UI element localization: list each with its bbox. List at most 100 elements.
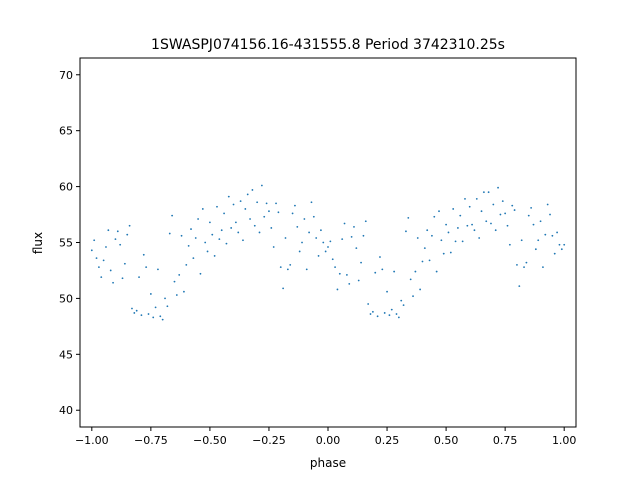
data-point (563, 243, 566, 246)
data-point (461, 240, 464, 243)
data-point (223, 212, 225, 215)
data-point (475, 197, 478, 200)
data-point (423, 247, 426, 249)
data-point (431, 234, 433, 237)
x-tick-label: 0.50 (434, 434, 459, 447)
data-point (128, 224, 131, 227)
data-point (310, 201, 313, 204)
data-point (468, 205, 471, 208)
data-point (492, 203, 495, 206)
data-point (164, 297, 166, 300)
data-point (379, 256, 381, 258)
data-point (268, 210, 270, 213)
data-point (260, 184, 263, 187)
data-point (107, 229, 110, 232)
data-point (542, 266, 544, 268)
data-point (473, 229, 476, 232)
x-axis-ticks: −1.00 −0.75 −0.50 −0.25 0.00 0.25 0.50 0.75 1.00 (75, 427, 576, 447)
data-point (322, 241, 325, 244)
data-point (230, 227, 233, 229)
data-point (405, 230, 407, 233)
data-point (277, 211, 280, 214)
data-point (353, 225, 355, 228)
data-point (520, 239, 523, 242)
data-point (376, 315, 379, 318)
data-point (270, 227, 273, 229)
data-points (90, 184, 566, 321)
data-point (279, 266, 282, 268)
data-point (263, 215, 266, 218)
data-point (487, 191, 490, 194)
data-point (199, 272, 202, 275)
data-point (157, 268, 159, 271)
data-point (508, 243, 511, 246)
data-point (312, 215, 315, 218)
x-tick-label: 1.00 (552, 434, 577, 447)
data-point (485, 220, 488, 223)
data-point (390, 308, 393, 311)
y-tick-label: 70 (59, 69, 73, 82)
y-tick-label: 65 (59, 125, 73, 138)
data-point (275, 202, 277, 205)
data-point (112, 281, 114, 284)
data-point (412, 295, 414, 298)
data-point (303, 218, 306, 220)
data-point (334, 266, 336, 268)
data-point (232, 203, 235, 206)
data-point (190, 228, 192, 230)
data-point (119, 243, 122, 246)
x-tick-label: 0.25 (375, 434, 400, 447)
data-point (98, 266, 100, 268)
data-point (395, 313, 398, 315)
data-point (367, 303, 370, 305)
data-point (393, 270, 396, 273)
data-point (116, 230, 119, 233)
x-tick-label: 0.00 (316, 434, 341, 447)
data-point (343, 222, 346, 225)
data-point (294, 204, 296, 207)
x-tick-label: −0.75 (134, 434, 168, 447)
data-point (466, 224, 469, 227)
data-point (357, 279, 360, 282)
data-point (480, 210, 483, 213)
data-point (168, 232, 171, 235)
data-point (194, 237, 197, 239)
data-point (346, 274, 348, 276)
data-point (204, 241, 207, 244)
data-point (435, 270, 438, 273)
data-point (211, 233, 214, 236)
data-point (369, 313, 372, 315)
data-point (414, 270, 417, 273)
data-point (216, 205, 218, 208)
data-point (138, 276, 140, 279)
data-point (539, 220, 542, 223)
data-point (298, 250, 301, 253)
data-point (152, 316, 155, 319)
data-point (442, 252, 445, 255)
data-point (416, 237, 419, 239)
data-point (471, 223, 473, 226)
data-point (421, 260, 424, 263)
data-point (251, 189, 254, 191)
data-point (171, 214, 174, 217)
data-point (525, 261, 528, 264)
data-point (126, 233, 129, 236)
data-point (447, 231, 450, 234)
data-point (178, 274, 181, 276)
data-point (185, 263, 188, 266)
data-point (371, 310, 374, 313)
data-point (362, 234, 365, 237)
data-point (530, 206, 533, 209)
data-point (93, 239, 96, 242)
data-point (187, 244, 190, 247)
data-point (449, 251, 452, 254)
data-point (499, 213, 502, 216)
data-point (409, 278, 412, 281)
data-point (518, 285, 521, 288)
x-tick-label: 0.75 (493, 434, 518, 447)
data-point (234, 221, 237, 224)
data-point (317, 255, 320, 257)
data-point (383, 312, 386, 314)
